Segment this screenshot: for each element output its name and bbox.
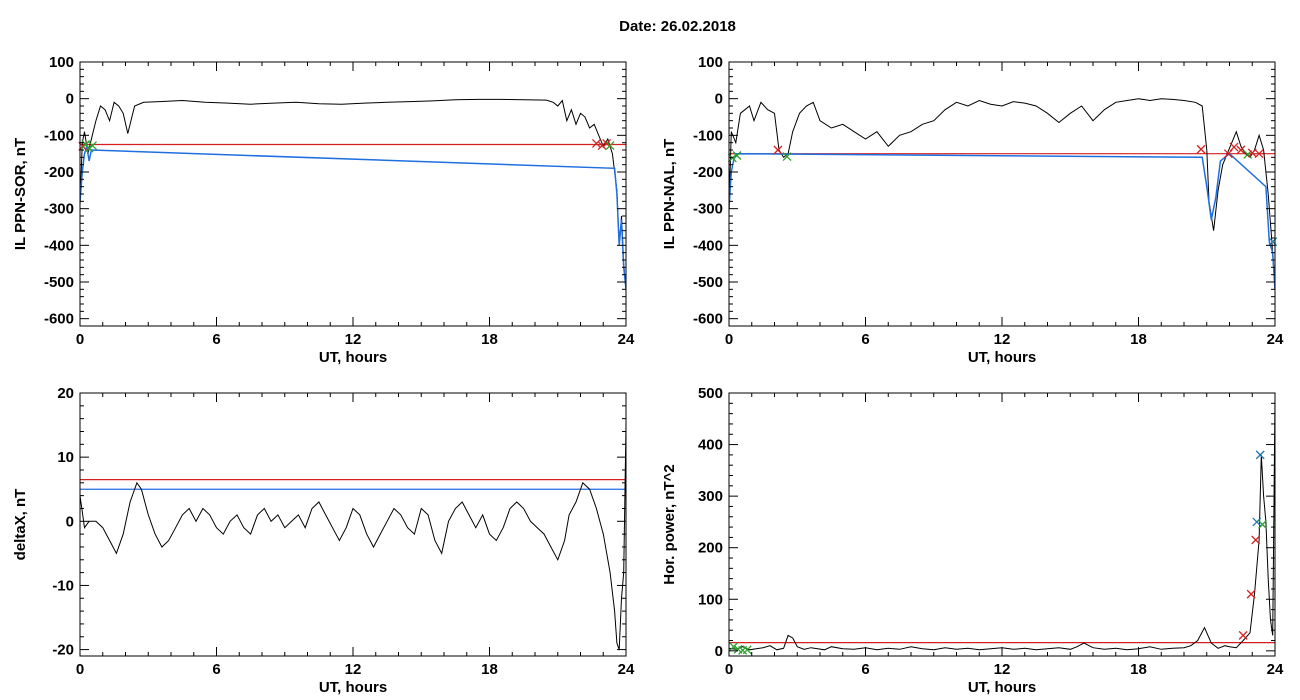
y-tick-label: -500 bbox=[44, 274, 74, 291]
x-tick-label: 6 bbox=[861, 331, 869, 348]
y-tick-label: 500 bbox=[698, 385, 723, 402]
marker-4 bbox=[591, 138, 601, 148]
x-tick-label: 12 bbox=[994, 661, 1011, 678]
y-tick-label: 0 bbox=[66, 513, 74, 530]
series-line-0 bbox=[729, 98, 1275, 290]
marker-0 bbox=[729, 642, 739, 652]
x-tick-label: 12 bbox=[345, 661, 362, 678]
series-line-0 bbox=[729, 398, 1275, 651]
marker-7 bbox=[1252, 517, 1262, 527]
marker-7 bbox=[1236, 145, 1246, 155]
marker-10 bbox=[1254, 149, 1264, 159]
y-axis-label: IL PPN-SOR, nT bbox=[12, 138, 29, 250]
y-tick-label: -10 bbox=[52, 577, 74, 594]
x-tick-label: 0 bbox=[76, 661, 84, 678]
x-tick-label: 6 bbox=[212, 331, 220, 348]
y-axis-label: Hor. power, nT^2 bbox=[661, 464, 678, 584]
marker-0 bbox=[727, 153, 737, 163]
marker-9 bbox=[1258, 520, 1267, 529]
marker-5 bbox=[597, 141, 607, 151]
marker-2 bbox=[773, 145, 783, 155]
series-line-0 bbox=[80, 425, 626, 650]
y-tick-label: 20 bbox=[57, 385, 74, 402]
x-tick-label: 0 bbox=[76, 331, 84, 348]
marker-8 bbox=[1255, 450, 1265, 460]
x-tick-label: 24 bbox=[618, 331, 635, 348]
plot-deltax: 0 6 12 18 24 -20 -10 0 10 20 UT, hours deltaX, nT bbox=[12, 385, 635, 696]
y-tick-label: -200 bbox=[693, 164, 723, 181]
x-axis-label: UT, hours bbox=[968, 349, 1036, 366]
y-tick-label: 100 bbox=[49, 54, 74, 71]
x-axis-label: UT, hours bbox=[319, 679, 387, 696]
y-tick-label: 100 bbox=[698, 591, 723, 608]
x-tick-label: 12 bbox=[345, 331, 362, 348]
y-tick-label: 100 bbox=[698, 54, 723, 71]
x-tick-label: 24 bbox=[1267, 661, 1284, 678]
y-tick-label: -600 bbox=[44, 311, 74, 328]
marker-3 bbox=[742, 645, 752, 655]
y-tick-label: -400 bbox=[693, 237, 723, 254]
x-axis-label: UT, hours bbox=[319, 349, 387, 366]
x-tick-label: 0 bbox=[725, 331, 733, 348]
marker-1 bbox=[732, 151, 742, 160]
y-tick-label: -300 bbox=[693, 201, 723, 218]
x-tick-label: 6 bbox=[212, 661, 220, 678]
x-tick-label: 24 bbox=[1267, 331, 1284, 348]
y-axis-label: IL PPN-NAL, nT bbox=[661, 139, 678, 250]
x-tick-label: 0 bbox=[725, 661, 733, 678]
marker-7 bbox=[605, 141, 615, 151]
y-tick-label: -300 bbox=[44, 201, 74, 218]
plot-nal: 0 6 12 18 24 -600 -500 -400 -300 -200 -100 0 100 UT, … bbox=[661, 54, 1284, 366]
y-tick-label: -100 bbox=[44, 127, 74, 144]
page-title: Date: 26.02.2018 bbox=[619, 18, 736, 35]
x-tick-label: 18 bbox=[1130, 661, 1147, 678]
y-tick-label: -400 bbox=[44, 237, 74, 254]
x-tick-label: 18 bbox=[481, 661, 498, 678]
marker-4 bbox=[1238, 630, 1248, 640]
y-axis-label: deltaX, nT bbox=[12, 489, 29, 561]
marker-5 bbox=[1246, 589, 1256, 599]
x-tick-label: 18 bbox=[1130, 331, 1147, 348]
plot-frame bbox=[79, 392, 627, 657]
plot-sor: 0 6 12 18 24 -600 -500 -400 -300 -200 -100 0 100 UT, … bbox=[12, 54, 635, 366]
x-tick-label: 24 bbox=[618, 661, 635, 678]
y-tick-label: 0 bbox=[715, 91, 723, 108]
series-line-1 bbox=[80, 146, 626, 290]
y-tick-label: -500 bbox=[693, 274, 723, 291]
series-line-1 bbox=[729, 152, 1275, 290]
marker-6 bbox=[1251, 535, 1261, 545]
y-tick-label: -200 bbox=[44, 164, 74, 181]
y-tick-label: 10 bbox=[57, 449, 74, 466]
x-tick-label: 12 bbox=[994, 331, 1011, 348]
y-tick-label: 400 bbox=[698, 437, 723, 454]
y-tick-label: 0 bbox=[715, 643, 723, 660]
marker-3 bbox=[88, 141, 97, 151]
y-tick-label: 300 bbox=[698, 488, 723, 505]
series-line-0 bbox=[80, 98, 626, 290]
y-tick-label: -100 bbox=[693, 127, 723, 144]
x-tick-label: 6 bbox=[861, 661, 869, 678]
y-tick-label: -20 bbox=[52, 642, 74, 659]
marker-3 bbox=[782, 152, 792, 162]
x-axis-label: UT, hours bbox=[968, 679, 1036, 696]
marker-6 bbox=[1229, 142, 1239, 152]
plot-frame bbox=[728, 392, 1276, 657]
y-tick-label: 0 bbox=[66, 91, 74, 108]
y-tick-label: 200 bbox=[698, 540, 723, 557]
marker-4 bbox=[1196, 144, 1206, 154]
y-tick-label: -600 bbox=[693, 311, 723, 328]
x-tick-label: 18 bbox=[481, 331, 498, 348]
plot-power: 0 6 12 18 24 0 100 200 300 400 500 UT, hours Hor. po… bbox=[661, 385, 1284, 696]
